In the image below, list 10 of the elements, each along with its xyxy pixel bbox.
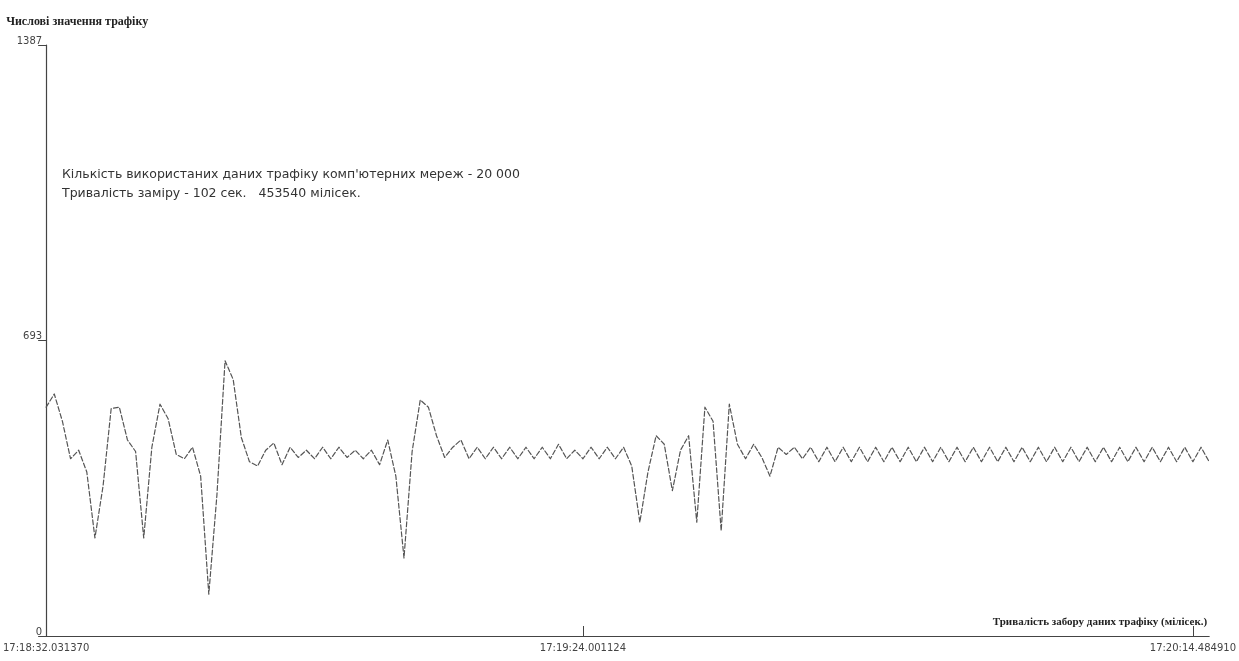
y-tick-label: 0	[35, 625, 43, 637]
x-tick-label: 17:18:32.031370	[3, 641, 90, 653]
x-axis-title: Тривалість забору даних трафіку (мілісек.)	[992, 614, 1208, 628]
annotation: Кількість використаних даних трафіку комп'ютерних мереж - 20 000	[62, 166, 520, 181]
y-tick-label: 1387	[16, 34, 43, 46]
y-axis-title: Числові значення трафіку	[6, 14, 149, 28]
y-tick-label: 693	[23, 330, 43, 342]
x-tick-label: 17:19:24.001124	[539, 641, 627, 653]
x-tick-label: 17:20:14.484910	[1149, 641, 1237, 653]
annotation: Тривалість заміру - 102 сек. 453540 мілісек.	[61, 185, 361, 200]
